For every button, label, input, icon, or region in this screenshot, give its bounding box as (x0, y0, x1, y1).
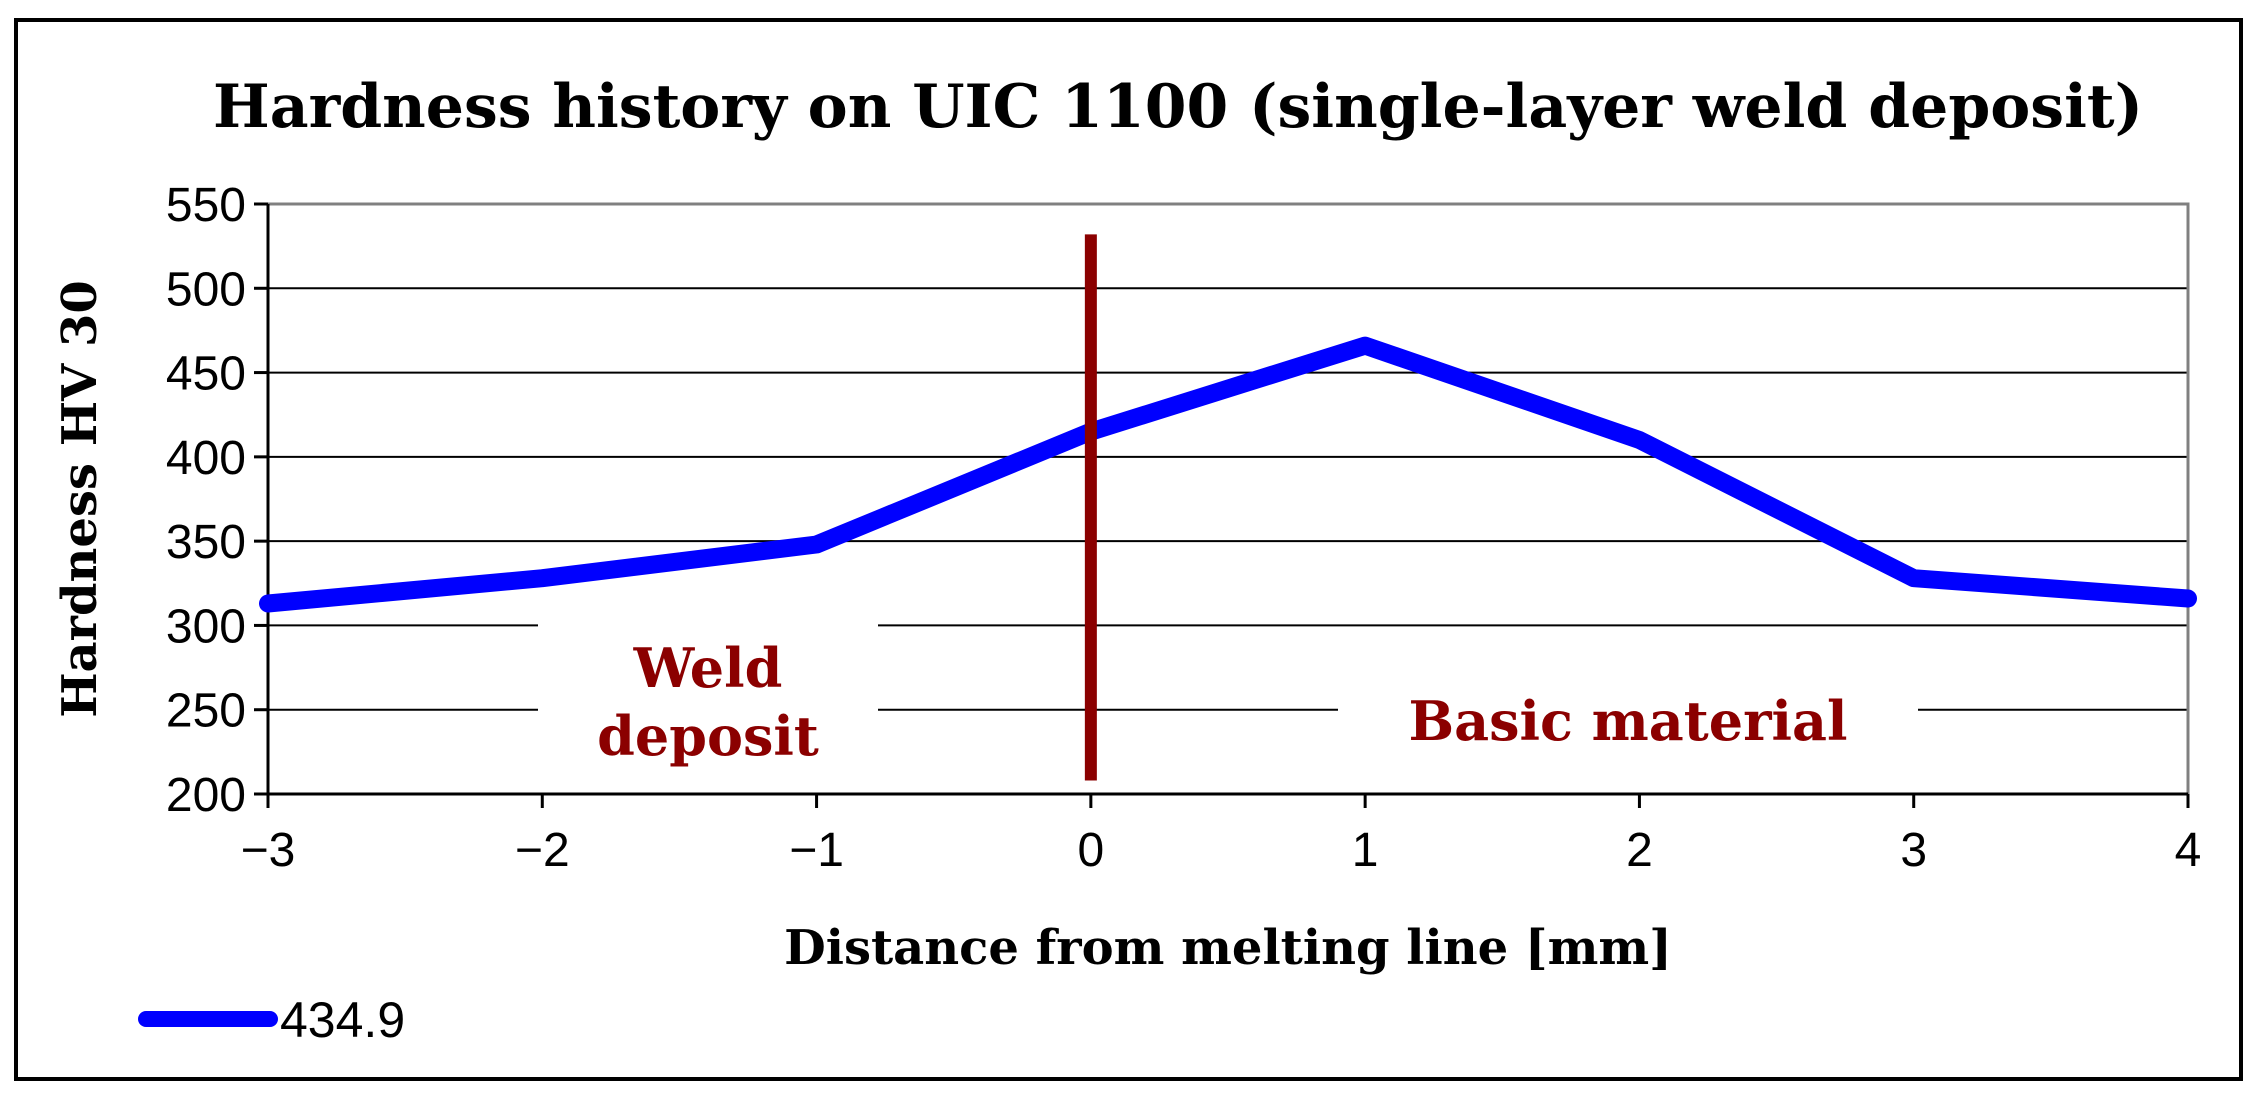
y-tick-label: 200 (166, 769, 246, 822)
data-point (265, 600, 271, 607)
series-line-434-9 (259, 336, 2197, 613)
figure-frame: 200 250 300 350 400 450 500 550 −3 −2 −1 0 1 2 3 4 Hard… (14, 18, 2243, 1081)
x-tick-label: 3 (1900, 824, 1927, 877)
legend: 434.9 (138, 992, 405, 1048)
y-tick-label: 350 (166, 516, 246, 569)
data-point (813, 541, 820, 548)
data-point (1362, 342, 1369, 349)
x-axis-title: Distance from melting line [mm] (784, 920, 1672, 976)
y-tick-label: 550 (166, 179, 246, 232)
x-tick-label: 4 (2175, 824, 2202, 877)
x-tick-label: 1 (1352, 824, 1379, 877)
y-tick-label: 250 (166, 685, 246, 738)
legend-label: 434.9 (280, 992, 405, 1048)
data-point (1636, 437, 1643, 443)
weld-deposit-label-line2: deposit (597, 704, 819, 768)
basic-material-label-bg (1338, 682, 1918, 772)
data-point (539, 575, 546, 582)
data-point (1910, 575, 1917, 582)
x-tick-label: −2 (515, 824, 570, 877)
y-tick-label: 500 (166, 263, 246, 316)
chart-title: Hardness history on UIC 1100 (single-lay… (213, 72, 2143, 142)
x-tick-label: 0 (1078, 824, 1105, 877)
weld-deposit-label-line1: Weld (633, 636, 783, 700)
y-tick-label: 300 (166, 600, 246, 653)
x-tick-label: −1 (789, 824, 844, 877)
y-tick-label: 450 (166, 348, 246, 401)
y-tick-label: 400 (166, 432, 246, 485)
y-axis-title: Hardness HV 30 (52, 280, 108, 718)
data-point (2185, 595, 2191, 602)
axes (266, 202, 2190, 796)
tick-labels: 200 250 300 350 400 450 500 550 −3 −2 −1 0 1 2 3 4 (166, 179, 2201, 877)
basic-material-label: Basic material (1408, 689, 1847, 753)
hardness-chart: 200 250 300 350 400 450 500 550 −3 −2 −1 0 1 2 3 4 Hard… (52, 72, 2201, 1048)
x-tick-label: −3 (241, 824, 296, 877)
weld-deposit-label-bg (538, 622, 878, 782)
x-tick-label: 2 (1626, 824, 1653, 877)
